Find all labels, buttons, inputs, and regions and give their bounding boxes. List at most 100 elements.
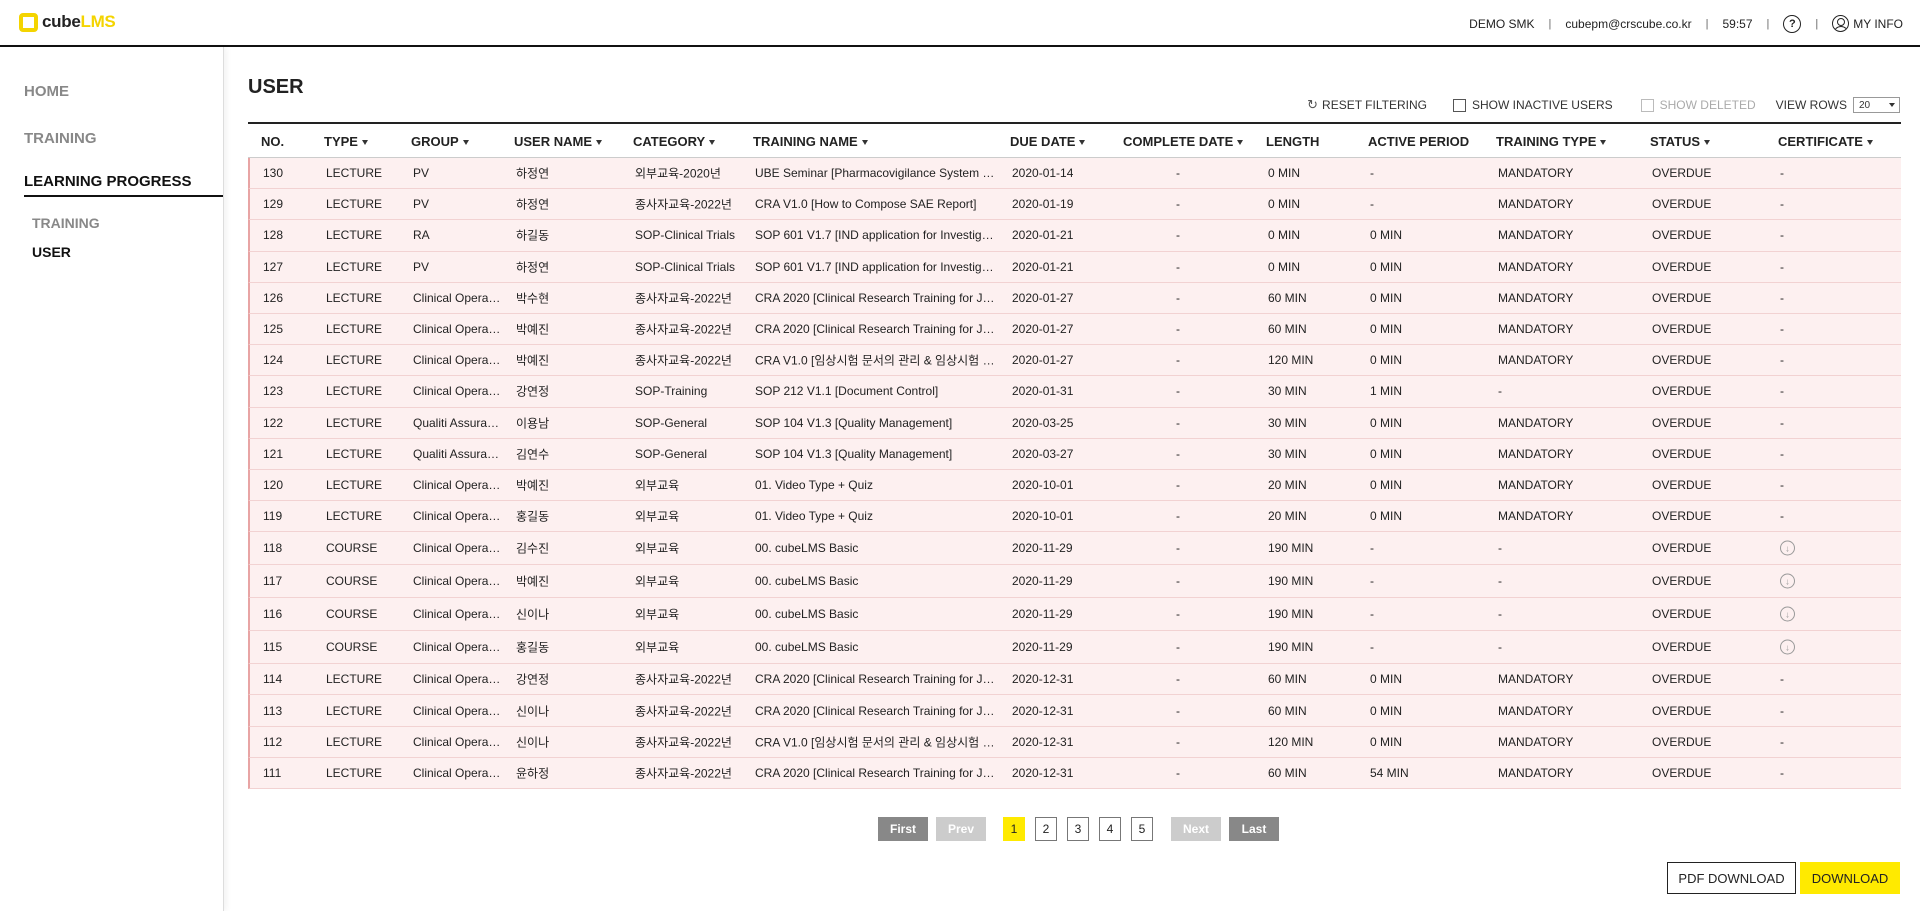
- cell-complete-date: -: [1176, 541, 1180, 556]
- sort-caret-icon[interactable]: [709, 140, 716, 146]
- cell-user-name: 강연정: [516, 384, 550, 399]
- cell-training-type: MANDATORY: [1498, 415, 1574, 430]
- cell-user-name: 박예진: [516, 478, 550, 493]
- table-row[interactable]: 112 LECTURE Clinical Operations 신이나 종사자교육-20…: [248, 726, 1901, 758]
- table-row[interactable]: 121 LECTURE Qualiti Assurance 김연수 SOP-Genera…: [248, 438, 1901, 470]
- page-button-3[interactable]: 3: [1067, 817, 1089, 841]
- table-row[interactable]: 111 LECTURE Clinical Operations 윤하정 종사자교육-20…: [248, 757, 1901, 789]
- cell-type: LECTURE: [326, 765, 383, 780]
- first-page-button[interactable]: First: [878, 817, 928, 841]
- sidebar-subitem-user[interactable]: USER: [32, 244, 71, 260]
- sort-caret-icon[interactable]: [861, 140, 868, 146]
- cell-status: OVERDUE: [1652, 574, 1712, 589]
- sort-caret-icon[interactable]: [596, 140, 603, 146]
- table-row[interactable]: 117 COURSE Clinical Operations 박예진 외부교육 00. c…: [248, 565, 1901, 599]
- page-button-4[interactable]: 4: [1099, 817, 1121, 841]
- download-button[interactable]: DOWNLOAD: [1800, 862, 1900, 894]
- last-page-button[interactable]: Last: [1229, 817, 1279, 841]
- sort-caret-icon[interactable]: [1704, 140, 1711, 146]
- cubelms-logo[interactable]: cubeLMS: [19, 12, 116, 32]
- page-button-5[interactable]: 5: [1131, 817, 1153, 841]
- cell-training-type: MANDATORY: [1498, 322, 1574, 337]
- cell-category: 외부교육: [635, 574, 680, 589]
- cell-active-period: -: [1370, 166, 1374, 181]
- table-row[interactable]: 116 COURSE Clinical Operations 신이나 외부교육 00. c…: [248, 598, 1901, 632]
- column-header-status[interactable]: STATUS: [1650, 134, 1711, 149]
- column-header-complete-date[interactable]: COMPLETE DATE: [1123, 134, 1244, 149]
- reset-filtering-button[interactable]: ↻ RESET FILTERING: [1307, 97, 1427, 113]
- table-row[interactable]: 123 LECTURE Clinical Operations 강연정 SOP-Trai…: [248, 376, 1901, 408]
- cell-category: 외부교육: [635, 541, 680, 556]
- table-row[interactable]: 126 LECTURE Clinical Operations 박수현 종사자교육-20…: [248, 282, 1901, 314]
- table-row[interactable]: 114 LECTURE Clinical Operations 강연정 종사자교육-20…: [248, 664, 1901, 696]
- cell-training-name: 00. cubeLMS Basic: [755, 541, 859, 556]
- column-header-training-name[interactable]: TRAINING NAME: [753, 134, 868, 149]
- column-header-group[interactable]: GROUP: [411, 134, 469, 149]
- sort-caret-icon[interactable]: [1237, 140, 1244, 146]
- cell-group: Qualiti Assurance: [413, 446, 501, 461]
- cell-user-name: 하정연: [516, 166, 550, 181]
- page-button-1[interactable]: 1: [1003, 817, 1025, 841]
- column-header-training-type[interactable]: TRAINING TYPE: [1496, 134, 1607, 149]
- column-header-type[interactable]: TYPE: [324, 134, 368, 149]
- cell-certificate: -: [1780, 322, 1784, 337]
- table-row[interactable]: 122 LECTURE Qualiti Assurance 이용남 SOP-Genera…: [248, 407, 1901, 439]
- table-row[interactable]: 113 LECTURE Clinical Operations 신이나 종사자교육-20…: [248, 695, 1901, 727]
- sort-caret-icon[interactable]: [462, 140, 469, 146]
- cell-complete-date: -: [1176, 446, 1180, 461]
- cell-certificate: -: [1780, 415, 1784, 430]
- column-header-label: TYPE: [324, 134, 358, 149]
- session-timer: 59:57: [1722, 16, 1753, 31]
- view-rows-select[interactable]: 20: [1853, 97, 1900, 113]
- sort-caret-icon[interactable]: [361, 140, 368, 146]
- cell-complete-date: -: [1176, 477, 1180, 492]
- help-icon[interactable]: ?: [1783, 14, 1802, 33]
- cell-training-name: SOP 104 V1.3 [Quality Management]: [755, 446, 953, 461]
- cell-status: OVERDUE: [1652, 541, 1712, 556]
- cell-length: 190 MIN: [1268, 574, 1314, 589]
- cell-user-name: 박예진: [516, 574, 550, 589]
- table-row[interactable]: 119 LECTURE Clinical Operations 홍길동 외부교육 01. …: [248, 501, 1901, 533]
- cell-length: 30 MIN: [1268, 446, 1307, 461]
- sort-caret-icon[interactable]: [1079, 140, 1086, 146]
- column-header-user-name[interactable]: USER NAME: [514, 134, 603, 149]
- certificate-download-icon[interactable]: ↓: [1780, 573, 1795, 589]
- table-row[interactable]: 124 LECTURE Clinical Operations 박예진 종사자교육-20…: [248, 345, 1901, 377]
- sidebar-item-training[interactable]: TRAINING: [24, 130, 97, 147]
- sidebar-item-home[interactable]: HOME: [24, 83, 69, 100]
- table-row[interactable]: 120 LECTURE Clinical Operations 박예진 외부교육 01. …: [248, 469, 1901, 502]
- cell-complete-date: -: [1176, 509, 1180, 524]
- column-header-due-date[interactable]: DUE DATE: [1010, 134, 1086, 149]
- my-info-button[interactable]: MY INFO: [1832, 15, 1903, 32]
- sidebar-subitem-training[interactable]: TRAINING: [32, 215, 100, 231]
- show-inactive-checkbox[interactable]: SHOW INACTIVE USERS: [1452, 98, 1613, 112]
- cell-complete-date: -: [1176, 765, 1180, 780]
- checkbox-box[interactable]: [1452, 98, 1466, 112]
- cell-active-period: 54 MIN: [1370, 765, 1409, 780]
- cell-complete-date: -: [1176, 290, 1180, 305]
- pdf-download-button[interactable]: PDF DOWNLOAD: [1667, 862, 1796, 894]
- table-row[interactable]: 115 COURSE Clinical Operations 홍길동 외부교육 00. c…: [248, 631, 1901, 665]
- cell-group: Clinical Operations: [413, 322, 501, 337]
- cell-category: 외부교육-2020년: [635, 166, 721, 181]
- table-row[interactable]: 118 COURSE Clinical Operations 김수진 외부교육 00. c…: [248, 532, 1901, 566]
- page-button-2[interactable]: 2: [1035, 817, 1057, 841]
- table-row[interactable]: 125 LECTURE Clinical Operations 박예진 종사자교육-20…: [248, 313, 1901, 346]
- table-row[interactable]: 129 LECTURE PV 하정연 종사자교육-2022년 CRA V1.0 [How …: [248, 189, 1901, 221]
- certificate-download-icon[interactable]: ↓: [1780, 606, 1795, 622]
- user-progress-table: NO. TYPE GROUP USER NAME CATEGORY TRAINING NA…: [248, 122, 1901, 789]
- column-header-certificate[interactable]: CERTIFICATE: [1778, 134, 1873, 149]
- cell-active-period: -: [1370, 607, 1374, 622]
- table-row[interactable]: 128 LECTURE RA 하길동 SOP-Clinical Trials SOP 60…: [248, 220, 1901, 252]
- certificate-download-icon[interactable]: ↓: [1780, 639, 1795, 655]
- cell-due-date: 2020-01-27: [1012, 322, 1074, 337]
- column-header-category[interactable]: CATEGORY: [633, 134, 716, 149]
- sort-caret-icon[interactable]: [1600, 140, 1607, 146]
- table-row[interactable]: 127 LECTURE PV 하정연 SOP-Clinical Trials SOP 60…: [248, 251, 1901, 283]
- table-row[interactable]: 130 LECTURE PV 하정연 외부교육-2020년 UBE Seminar [Ph…: [248, 158, 1901, 190]
- certificate-download-icon[interactable]: ↓: [1780, 540, 1795, 556]
- cell-training-name: 01. Video Type + Quiz: [755, 477, 873, 492]
- cell-no: 129: [263, 197, 284, 212]
- sidebar-item-learning-progress[interactable]: LEARNING PROGRESS: [24, 173, 192, 190]
- sort-caret-icon[interactable]: [1866, 140, 1873, 146]
